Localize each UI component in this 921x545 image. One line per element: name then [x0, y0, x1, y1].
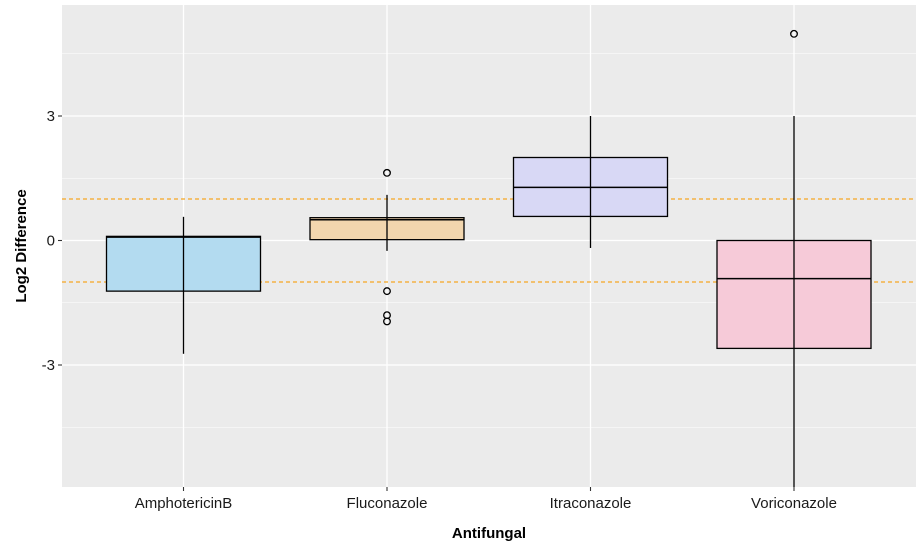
box-voriconazole [716, 29, 872, 487]
box-amphotericinb [105, 216, 262, 354]
y-tick-label: -3 [42, 357, 55, 374]
y-axis-title: Log2 Difference [13, 189, 30, 302]
x-axis-title: Antifungal [452, 525, 526, 542]
outlier-point [383, 287, 391, 296]
boxes [105, 29, 872, 487]
outlier-point [383, 317, 391, 326]
x-tick-label: Fluconazole [347, 495, 428, 512]
box-fluconazole [309, 168, 465, 326]
y-tick-label: 0 [47, 233, 55, 250]
outlier-point [790, 29, 798, 38]
y-tick-label: 3 [47, 108, 55, 125]
outlier-point [383, 168, 391, 177]
x-tick-label: Voriconazole [751, 495, 837, 512]
x-tick-label: Itraconazole [550, 495, 632, 512]
x-tick-label: AmphotericinB [135, 495, 233, 512]
x-axis-ticks: AmphotericinB Fluconazole Itraconazole Vori… [135, 487, 837, 512]
box-itraconazole [512, 116, 669, 248]
y-axis-ticks: -3 0 3 [42, 108, 62, 374]
